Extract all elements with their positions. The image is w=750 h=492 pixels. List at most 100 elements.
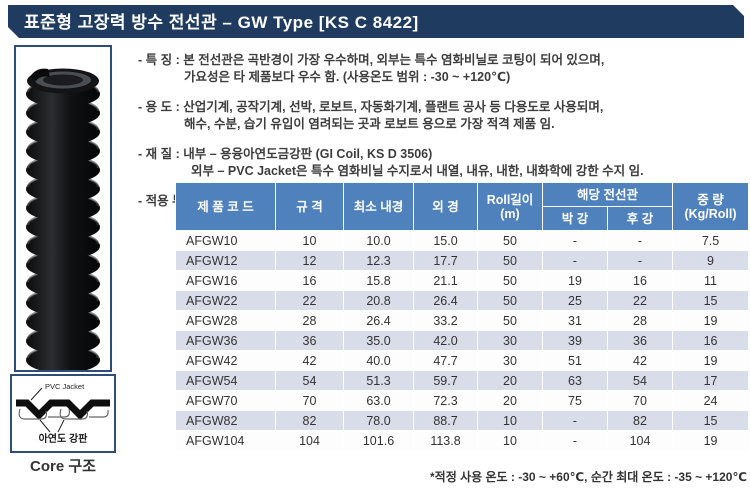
cell-od: 59.7 — [413, 370, 478, 391]
col-header-od: 외 경 — [413, 182, 478, 231]
cell-product-code: AFGW36 — [175, 330, 276, 351]
cell-min-id: 63.0 — [343, 390, 414, 411]
cell-thin-steel: 63 — [542, 370, 608, 391]
cell-thin-steel: 31 — [542, 310, 608, 331]
cell-thin-steel: 19 — [542, 270, 608, 291]
cell-spec: 16 — [275, 270, 344, 291]
cell-thick-steel: 36 — [606, 330, 674, 351]
bullet-line: - 재 질 : 내부 – 용융아연도금강판 (GI Coil, KS D 350… — [138, 147, 433, 161]
cell-roll-length: 10 — [477, 430, 543, 451]
core-structure-caption: Core 구조 — [30, 458, 96, 475]
cell-product-code: AFGW82 — [175, 410, 276, 431]
cell-thick-steel: 104 — [606, 430, 674, 451]
table-row: AFGW42 42 40.0 47.7 30 51 42 19 — [175, 350, 750, 371]
page-title: 표준형 고장력 방수 전선관 – GW Type [KS C 8422] — [24, 13, 419, 32]
col-header-roll-line1: Roll길이 — [486, 192, 534, 207]
cell-weight: 17 — [672, 370, 750, 391]
cell-spec: 104 — [275, 430, 344, 451]
cell-spec: 12 — [275, 250, 344, 271]
temperature-footnote: *적정 사용 온도 : -30 ~ +60℃, 순간 최대 온도 : -35 ~… — [430, 470, 747, 484]
cell-spec: 10 — [275, 230, 344, 251]
bullet-line: 해수, 수분, 습기 유입이 염려되는 곳과 로보트 용으로 가장 적격 제품 … — [184, 117, 555, 131]
cell-roll-length: 50 — [477, 230, 543, 251]
table-row: AFGW22 22 20.8 26.4 50 25 22 15 — [175, 290, 750, 311]
cell-od: 26.4 — [413, 290, 478, 311]
cell-od: 72.3 — [413, 390, 478, 411]
cell-weight: 19 — [672, 310, 750, 331]
spec-table: 제 품 코 드 규 격 최소 내경 외 경 Roll길이 (m) 해당 전선관 … — [175, 182, 750, 451]
cell-product-code: AFGW22 — [175, 290, 276, 311]
cell-weight: 15 — [672, 410, 750, 431]
table-row: AFGW28 28 26.4 33.2 50 31 28 19 — [175, 310, 750, 331]
cell-thin-steel: 25 — [542, 290, 608, 311]
cell-weight: 19 — [672, 430, 750, 451]
core-structure-diagram: PVC Jacket 아연도 강판 — [16, 382, 110, 445]
title-bar: 표준형 고장력 방수 전선관 – GW Type [KS C 8422] — [8, 5, 744, 38]
col-header-roll-line2: (m) — [500, 206, 520, 221]
conduit-illustration — [24, 68, 102, 370]
cell-weight: 9 — [672, 250, 750, 271]
table-row: AFGW104 104 101.6 113.8 10 - 104 19 — [175, 430, 750, 451]
table-row: AFGW54 54 51.3 59.7 20 63 54 17 — [175, 370, 750, 391]
cell-thick-steel: 82 — [606, 410, 674, 431]
cell-min-id: 101.6 — [343, 430, 414, 451]
cell-product-code: AFGW10 — [175, 230, 276, 251]
cell-min-id: 35.0 — [343, 330, 414, 351]
cell-thin-steel: - — [542, 250, 608, 271]
col-header-min-id: 최소 내경 — [343, 182, 414, 231]
cell-roll-length: 50 — [477, 310, 543, 331]
cell-min-id: 12.3 — [343, 250, 414, 271]
cell-weight: 7.5 — [672, 230, 750, 251]
bullet-line: - 특 징 : 본 전선관은 곡반경이 가장 우수하며, 외부는 특수 염화비닐… — [138, 53, 605, 67]
bullet-features: - 특 징 : 본 전선관은 곡반경이 가장 우수하며, 외부는 특수 염화비닐… — [138, 52, 748, 86]
cell-spec: 70 — [275, 390, 344, 411]
cell-weight: 16 — [672, 330, 750, 351]
cell-weight: 24 — [672, 390, 750, 411]
table-row: AFGW36 36 35.0 42.0 30 39 36 16 — [175, 330, 750, 351]
table-row: AFGW82 82 78.0 88.7 10 - 82 15 — [175, 410, 750, 431]
col-header-weight-line1: 중 량 — [697, 192, 724, 207]
pvc-jacket-label: PVC Jacket — [45, 382, 85, 391]
spec-table-body: AFGW10 10 10.0 15.0 50 - - 7.5 AFGW12 12… — [175, 230, 750, 451]
cell-thick-steel: 28 — [606, 310, 674, 331]
col-header-thin-steel: 박 강 — [542, 206, 608, 231]
cell-thick-steel: 42 — [606, 350, 674, 371]
cell-thin-steel: - — [542, 430, 608, 451]
cell-product-code: AFGW12 — [175, 250, 276, 271]
col-header-weight: 중 량 (Kg/Roll) — [672, 182, 750, 231]
spec-table-header: 제 품 코 드 규 격 최소 내경 외 경 Roll길이 (m) 해당 전선관 … — [175, 182, 750, 231]
col-header-group: 해당 전선관 — [541, 182, 674, 207]
bullet-line: 외부 – PVC Jacket은 특수 염화비닐 수지로서 내열, 내유, 내한… — [191, 164, 644, 178]
col-header-roll: Roll길이 (m) — [477, 182, 543, 231]
cell-spec: 22 — [275, 290, 344, 311]
bullet-material: - 재 질 : 내부 – 용융아연도금강판 (GI Coil, KS D 350… — [138, 146, 748, 180]
cell-od: 88.7 — [413, 410, 478, 431]
cell-weight: 15 — [672, 290, 750, 311]
bullet-line: - 용 도 : 산업기계, 공작기계, 선박, 로보트, 자동화기계, 플랜트 … — [138, 100, 604, 114]
table-row: AFGW70 70 63.0 72.3 20 75 70 24 — [175, 390, 750, 411]
bullet-usage: - 용 도 : 산업기계, 공작기계, 선박, 로보트, 자동화기계, 플랜트 … — [138, 99, 748, 133]
cell-thin-steel: 75 — [542, 390, 608, 411]
cell-thick-steel: 16 — [606, 270, 674, 291]
cell-product-code: AFGW16 — [175, 270, 276, 291]
cell-min-id: 78.0 — [343, 410, 414, 431]
col-header-thick-steel: 후 강 — [606, 206, 674, 231]
cell-od: 15.0 — [413, 230, 478, 251]
cell-product-code: AFGW104 — [175, 430, 276, 451]
cell-thin-steel: - — [542, 230, 608, 251]
cell-od: 17.7 — [413, 250, 478, 271]
cell-od: 21.1 — [413, 270, 478, 291]
cell-min-id: 10.0 — [343, 230, 414, 251]
core-structure-box: PVC Jacket 아연도 강판 — [10, 374, 116, 453]
cell-product-code: AFGW70 — [175, 390, 276, 411]
cell-product-code: AFGW28 — [175, 310, 276, 331]
cell-min-id: 40.0 — [343, 350, 414, 371]
cell-product-code: AFGW54 — [175, 370, 276, 391]
cell-thick-steel: - — [606, 230, 674, 251]
cell-roll-length: 20 — [477, 390, 543, 411]
cell-roll-length: 50 — [477, 270, 543, 291]
cell-thick-steel: - — [606, 250, 674, 271]
cell-spec: 82 — [275, 410, 344, 431]
cell-thin-steel: 51 — [542, 350, 608, 371]
